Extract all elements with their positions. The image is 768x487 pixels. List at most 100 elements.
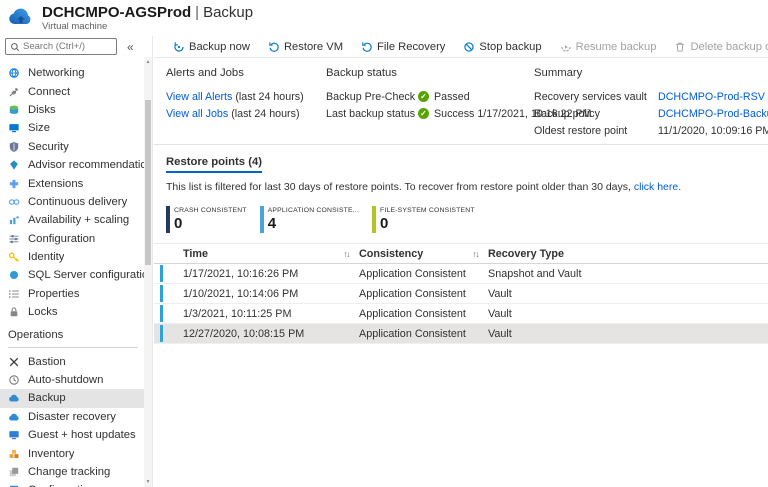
scaling-icon bbox=[8, 214, 21, 227]
backup-policy-link[interactable]: DCHCMPO-Prod-BackupPolicy bbox=[658, 107, 768, 120]
tile-value: 0 bbox=[174, 215, 183, 232]
alerts-and-jobs-section: Alerts and Jobs View all Alerts (last 24 … bbox=[166, 67, 304, 122]
sidebar-item-label: Inventory bbox=[28, 447, 75, 460]
sort-arrows-icon[interactable]: ↑↓ bbox=[343, 248, 351, 259]
restore-point-row[interactable]: 1/3/2021, 10:11:25 PM Application Consist… bbox=[154, 304, 768, 324]
search-icon bbox=[10, 42, 20, 52]
sidebar-item-locks[interactable]: Locks bbox=[0, 303, 144, 321]
section-title: Backup status bbox=[326, 67, 397, 79]
toolbar-item-label: Restore VM bbox=[283, 40, 344, 53]
sidebar-item-change-tracking[interactable]: Change tracking bbox=[0, 463, 144, 481]
tab-restore-points[interactable]: Restore points (4) bbox=[166, 156, 263, 173]
search-input[interactable] bbox=[23, 41, 112, 52]
sidebar-item-label: Guest + host updates bbox=[28, 429, 136, 442]
toolbar-stop-backup-button[interactable]: Stop backup bbox=[454, 36, 550, 57]
sidebar-collapse-button[interactable]: « bbox=[127, 39, 134, 54]
cell-time: 1/17/2021, 10:16:26 PM bbox=[183, 267, 299, 280]
column-label: Consistency bbox=[359, 247, 424, 260]
sidebar-item-label: Configuration management (P... bbox=[28, 484, 144, 487]
toolbar-backup-now-button[interactable]: Backup now bbox=[164, 36, 259, 57]
command-bar: Backup now Restore VM File Recovery Stop ba… bbox=[154, 36, 768, 58]
toolbar-item-label: Resume backup bbox=[575, 40, 657, 53]
title-separator: | bbox=[195, 4, 200, 21]
click-here-link[interactable]: click here. bbox=[633, 181, 682, 193]
sidebar-item-properties[interactable]: Properties bbox=[0, 285, 144, 303]
cell-consistency: Application Consistent bbox=[359, 327, 466, 340]
table-header: Time ↑↓ Consistency ↑↓ Recovery Type bbox=[154, 243, 768, 264]
column-header-time[interactable]: Time ↑↓ bbox=[183, 248, 359, 260]
cross-icon bbox=[8, 355, 21, 368]
sidebar-item-identity[interactable]: Identity bbox=[0, 248, 144, 266]
restore-point-row[interactable]: 1/17/2021, 10:16:26 PM Application Consis… bbox=[154, 264, 768, 284]
plug-icon bbox=[8, 85, 21, 98]
boxes-icon bbox=[8, 447, 21, 460]
page-title: DCHCMPO-AGSProd | Backup bbox=[42, 4, 253, 21]
column-header-consistency[interactable]: Consistency ↑↓ bbox=[359, 248, 488, 260]
sidebar-item-disaster-recovery[interactable]: Disaster recovery bbox=[0, 408, 144, 426]
sidebar-item-extensions[interactable]: Extensions bbox=[0, 174, 144, 192]
tile-value: 4 bbox=[267, 215, 277, 232]
search-box[interactable] bbox=[5, 38, 117, 55]
view-all-jobs-link[interactable]: View all Jobs bbox=[166, 107, 229, 120]
sidebar-item-configuration[interactable]: Configuration bbox=[0, 230, 144, 248]
view-all-alerts-link[interactable]: View all Alerts bbox=[166, 90, 233, 103]
sidebar-item-disks[interactable]: Disks bbox=[0, 101, 144, 119]
sidebar-item-bastion[interactable]: Bastion bbox=[0, 352, 144, 370]
page-header: DCHCMPO-AGSProd | Backup Virtual machine bbox=[0, 0, 768, 36]
sidebar-item-configuration-management-p[interactable]: Configuration management (P... bbox=[0, 481, 144, 487]
scroll-down-icon[interactable]: ▼ bbox=[145, 479, 151, 485]
resource-type-subtitle: Virtual machine bbox=[42, 21, 108, 32]
cloud-icon bbox=[8, 392, 21, 405]
sidebar-item-sql-server-configuration[interactable]: SQL Server configuration bbox=[0, 266, 144, 284]
sidebar-item-advisor-recommendations[interactable]: Advisor recommendations bbox=[0, 156, 144, 174]
sidebar-item-connect[interactable]: Connect bbox=[0, 82, 144, 100]
restore-point-row[interactable]: 12/27/2020, 10:08:15 PM Application Consi… bbox=[154, 324, 768, 344]
sidebar-item-inventory[interactable]: Inventory bbox=[0, 444, 144, 462]
tile-color-bar bbox=[166, 206, 170, 233]
consistency-tiles: CRASH CONSISTENT 0 APPLICATION CONSISTE...… bbox=[166, 206, 768, 233]
sliders-icon bbox=[8, 232, 21, 245]
scrollbar-thumb[interactable] bbox=[145, 100, 151, 265]
status-value: Success 1/17/2021, 10:16:22 PM bbox=[434, 107, 592, 120]
summary-value: 11/1/2020, 10:09:16 PM (2 month(s) ago) bbox=[658, 124, 768, 137]
backup-status-section: Backup status Backup Pre-Check ✓ Passed Las… bbox=[326, 67, 591, 122]
sidebar-item-label: SQL Server configuration bbox=[28, 269, 144, 282]
cell-time: 1/10/2021, 10:14:06 PM bbox=[183, 287, 299, 300]
column-header-recovery-type[interactable]: Recovery Type bbox=[488, 248, 768, 260]
backup-now-icon bbox=[173, 41, 185, 53]
summary-row: Backup policy DCHCMPO-Prod-BackupPolicy bbox=[534, 105, 768, 122]
sidebar-item-networking[interactable]: Networking bbox=[0, 64, 144, 82]
row-accent-bar bbox=[160, 285, 163, 302]
sidebar-item-label: Advisor recommendations bbox=[28, 159, 144, 172]
success-check-icon: ✓ bbox=[418, 91, 429, 102]
filter-text: This list is filtered for last 30 days o… bbox=[166, 181, 634, 193]
tile-label: CRASH CONSISTENT bbox=[174, 207, 247, 214]
sort-arrows-icon[interactable]: ↑↓ bbox=[472, 248, 480, 259]
restore-point-row[interactable]: 1/10/2021, 10:14:06 PM Application Consis… bbox=[154, 284, 768, 304]
toolbar-file-recovery-button[interactable]: File Recovery bbox=[352, 36, 454, 57]
sidebar-item-label: Networking bbox=[28, 67, 85, 80]
sidebar-item-backup[interactable]: Backup bbox=[0, 389, 144, 408]
sidebar-item-label: Connect bbox=[28, 85, 71, 98]
scroll-up-icon[interactable]: ▲ bbox=[145, 59, 151, 65]
section-title: Summary bbox=[534, 67, 583, 79]
toolbar-restore-vm-button[interactable]: Restore VM bbox=[259, 36, 352, 57]
sidebar-item-guest-host-updates[interactable]: Guest + host updates bbox=[0, 426, 144, 444]
sidebar-item-continuous-delivery[interactable]: Continuous delivery bbox=[0, 193, 144, 211]
sidebar-item-size[interactable]: Size bbox=[0, 119, 144, 137]
monitor-icon bbox=[8, 429, 21, 442]
tile-body: CRASH CONSISTENT 0 bbox=[174, 206, 247, 233]
sidebar-item-security[interactable]: Security bbox=[0, 138, 144, 156]
sidebar-section-label: Operations bbox=[8, 329, 64, 342]
cell-consistency: Application Consistent bbox=[359, 267, 466, 280]
backup-status-row: Backup Pre-Check ✓ Passed bbox=[326, 88, 591, 105]
sidebar-item-auto-shutdown[interactable]: Auto-shutdown bbox=[0, 371, 144, 389]
summary-row: Oldest restore point 11/1/2020, 10:09:16 … bbox=[534, 122, 768, 139]
recovery-services-vault-link[interactable]: DCHCMPO-Prod-RSV bbox=[658, 90, 765, 103]
sidebar-item-availability-scaling[interactable]: Availability + scaling bbox=[0, 211, 144, 229]
sidebar-search-row: « bbox=[0, 36, 152, 55]
toolbar-resume-backup-button: Resume backup bbox=[551, 36, 666, 57]
column-label: Time bbox=[183, 247, 209, 260]
sidebar-scrollbar[interactable]: ▲ ▼ bbox=[144, 57, 152, 487]
